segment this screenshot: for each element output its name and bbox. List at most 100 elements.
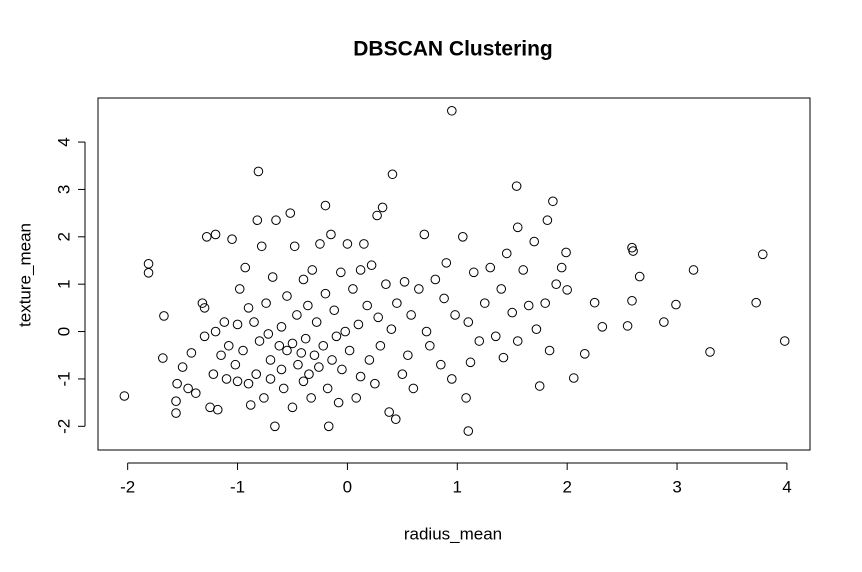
point (375, 340, 386, 351)
point (377, 202, 388, 213)
point (201, 232, 212, 242)
point (465, 357, 476, 368)
point (351, 393, 362, 403)
point (274, 340, 285, 351)
point (243, 303, 254, 313)
point (399, 277, 410, 287)
point (688, 265, 699, 275)
point (556, 262, 567, 273)
point (534, 381, 545, 391)
y-tick-label: 1 (54, 279, 73, 288)
point (373, 312, 383, 323)
point (627, 295, 637, 306)
point (304, 369, 314, 379)
point (326, 229, 336, 240)
x-tick-label: 4 (782, 477, 791, 496)
point (276, 364, 287, 375)
y-tick-label: -1 (54, 371, 73, 386)
point (757, 249, 768, 260)
point (561, 247, 571, 258)
point (628, 246, 638, 256)
point (311, 317, 322, 327)
point (671, 299, 681, 310)
point (300, 333, 311, 344)
point (285, 208, 296, 218)
point (327, 355, 337, 365)
plot-box (97, 97, 811, 451)
point (397, 369, 408, 379)
y-tick-label: 4 (54, 137, 73, 146)
point (659, 317, 669, 327)
point (342, 239, 353, 249)
point (249, 317, 259, 327)
x-tick-label: 1 (453, 477, 462, 496)
point (271, 215, 281, 226)
point (622, 321, 633, 331)
point (219, 317, 230, 327)
point (364, 355, 375, 365)
point (419, 229, 430, 240)
point (447, 374, 457, 384)
y-tick-label: 3 (54, 185, 73, 194)
point (518, 265, 529, 275)
point (548, 196, 558, 207)
point (634, 271, 645, 282)
point (551, 279, 561, 289)
x-tick-label: -1 (230, 477, 245, 496)
point (221, 374, 232, 384)
point (421, 326, 432, 337)
point (384, 407, 394, 417)
point (303, 300, 313, 311)
point (199, 331, 210, 342)
point (340, 326, 351, 337)
point (216, 350, 226, 361)
point (344, 345, 355, 356)
point (253, 166, 264, 177)
point (414, 284, 424, 294)
point (171, 396, 181, 407)
point (370, 378, 380, 389)
point (348, 284, 358, 294)
point (208, 369, 219, 379)
point (212, 404, 223, 415)
point (227, 234, 237, 244)
x-tick-label: 2 (562, 477, 571, 496)
point (323, 421, 334, 432)
point (234, 284, 245, 294)
point (261, 298, 271, 308)
point (450, 310, 460, 320)
point (186, 348, 197, 358)
point (259, 393, 269, 403)
point (540, 298, 550, 308)
x-tick-label: 3 (672, 477, 681, 496)
x-tick-label: 0 (343, 477, 352, 496)
point (143, 268, 154, 278)
point (387, 169, 398, 180)
point (511, 181, 522, 191)
point (238, 345, 248, 356)
point (190, 388, 201, 398)
point (568, 373, 579, 383)
point (562, 285, 572, 295)
y-tick-label: 2 (54, 232, 73, 241)
point (298, 376, 309, 387)
point (496, 284, 507, 294)
point (439, 293, 449, 304)
point (512, 222, 523, 233)
point (544, 345, 555, 356)
point (333, 397, 344, 408)
point (468, 267, 479, 278)
point (251, 369, 262, 379)
point (531, 324, 542, 334)
point (355, 265, 366, 275)
point (171, 408, 181, 418)
point (172, 378, 182, 389)
point (265, 355, 276, 365)
x-axis-label: radius_mean (404, 524, 502, 543)
point (254, 336, 265, 346)
point (243, 378, 254, 389)
point (270, 421, 280, 432)
